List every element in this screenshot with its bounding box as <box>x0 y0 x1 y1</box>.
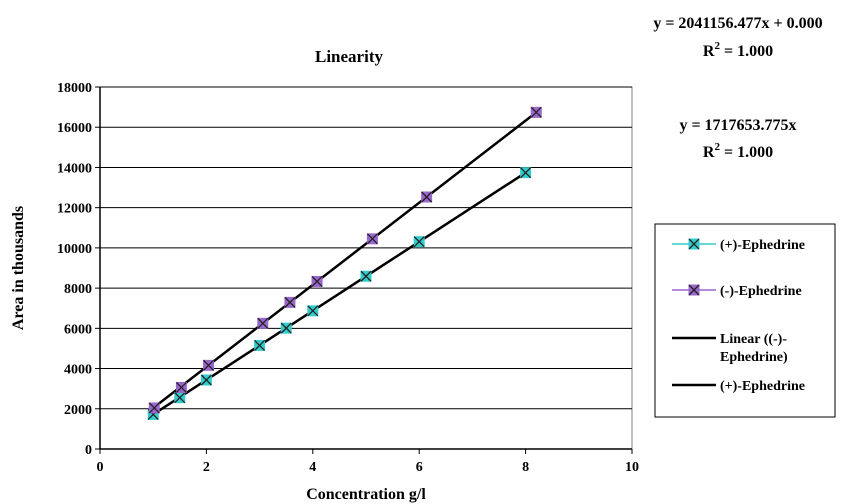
y-tick-label: 10000 <box>57 242 92 257</box>
x-tick-label: 4 <box>309 460 316 475</box>
r-squared-2-prefix: R <box>703 144 715 161</box>
data-point-series-1 <box>257 317 269 329</box>
trendlines <box>152 111 538 416</box>
data-points <box>147 106 542 420</box>
y-tick-label: 6000 <box>64 322 92 337</box>
y-tick-label: 2000 <box>64 403 92 418</box>
r-squared-1: R2 = 1.000 <box>703 40 773 60</box>
x-axis-label: Concentration g/l <box>306 486 426 503</box>
y-axis-label: Area in thousands <box>10 206 27 330</box>
legend-item: (+)-Ephedrine <box>672 238 805 253</box>
data-point-series-1 <box>311 275 323 287</box>
r-squared-2-sup: 2 <box>714 141 720 153</box>
y-tick-label: 8000 <box>64 282 92 297</box>
legend-label: Linear ((-)-Ephedrine) <box>720 332 788 365</box>
r-squared-1-sup: 2 <box>714 40 720 52</box>
r-squared-1-prefix: R <box>703 43 715 60</box>
x-tick-label: 2 <box>203 460 210 475</box>
legend-item: (-)-Ephedrine <box>672 284 802 299</box>
legend-marker-swatch <box>688 284 700 296</box>
data-point-series-0 <box>174 392 186 404</box>
y-tick-label: 12000 <box>57 202 92 217</box>
y-tick-label: 0 <box>85 443 92 458</box>
trendline-0 <box>152 111 538 409</box>
y-tick-label: 18000 <box>57 81 92 96</box>
legend-label: (+)-Ephedrine <box>720 238 805 253</box>
axes <box>95 86 633 454</box>
y-tick-label: 14000 <box>57 161 92 176</box>
r-squared-1-value: = 1.000 <box>720 43 773 60</box>
y-tick-label: 16000 <box>57 121 92 136</box>
legend-marker-swatch <box>688 238 700 250</box>
x-tick-label: 8 <box>522 460 529 475</box>
legend-label: (+)-Ephedrine <box>720 379 805 394</box>
data-point-series-1 <box>530 106 542 118</box>
x-tick-label: 10 <box>625 460 639 475</box>
r-squared-2-value: = 1.000 <box>720 144 773 161</box>
data-point-series-0 <box>413 236 425 248</box>
data-point-series-1 <box>175 381 187 393</box>
trendline-1 <box>152 171 527 416</box>
legend-item: (+)-Ephedrine <box>672 379 805 394</box>
data-point-series-0 <box>520 167 532 179</box>
y-tick-label: 4000 <box>64 363 92 378</box>
equation-1: y = 2041156.477x + 0.000 <box>653 15 822 32</box>
x-tick-label: 6 <box>416 460 423 475</box>
data-point-series-0 <box>280 322 292 334</box>
y-tick-labels: 0 2000 4000 6000 8000 10000 12000 14000 16000 180… <box>57 81 92 458</box>
gridlines <box>100 86 632 410</box>
x-tick-labels: 0 2 4 6 8 10 <box>97 460 640 475</box>
x-tick-label: 0 <box>97 460 104 475</box>
data-point-series-1 <box>366 233 378 245</box>
legend: (+)-Ephedrine (-)-Ephedrine Linear ((-)-Ep… <box>672 238 805 394</box>
chart-title: Linearity <box>315 47 383 66</box>
data-point-series-0 <box>307 305 319 317</box>
data-point-series-1 <box>148 402 160 414</box>
legend-label: (-)-Ephedrine <box>720 284 802 299</box>
data-point-series-1 <box>284 296 296 308</box>
data-point-series-0 <box>360 270 372 282</box>
equation-2: y = 1717653.775x <box>679 117 796 134</box>
data-point-series-1 <box>421 191 433 203</box>
data-point-series-1 <box>203 359 215 371</box>
data-point-series-0 <box>254 339 266 351</box>
data-point-series-0 <box>200 374 212 386</box>
legend-item: Linear ((-)-Ephedrine) <box>672 332 788 365</box>
r-squared-2: R2 = 1.000 <box>703 141 773 161</box>
